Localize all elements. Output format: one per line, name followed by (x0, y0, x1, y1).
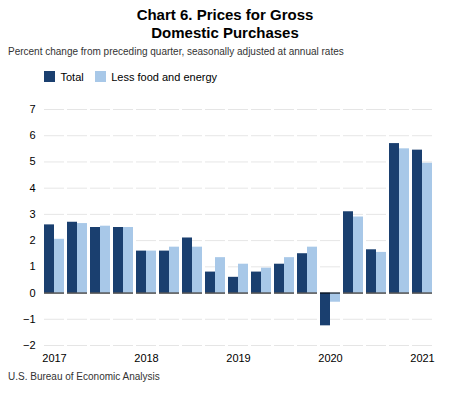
html-text:Total: Total (60, 70, 84, 83)
svg-text:2020: 2020 (318, 352, 342, 364)
svg-text:2021: 2021 (410, 352, 434, 364)
svg-text:5: 5 (29, 155, 35, 167)
svg-text:0: 0 (29, 286, 35, 298)
svg-text:1: 1 (29, 260, 35, 272)
svg-text:4: 4 (29, 181, 35, 193)
svg-text:3: 3 (29, 207, 35, 219)
svg-text:−2: −2 (23, 339, 36, 351)
svg-text:−1: −1 (23, 312, 36, 324)
svg-text:2017: 2017 (42, 352, 66, 364)
svg-text:2018: 2018 (134, 352, 158, 364)
svg-text:6: 6 (29, 129, 35, 141)
svg-text:2019: 2019 (226, 352, 250, 364)
svg-text:2: 2 (29, 234, 35, 246)
html-text:Percent change from preceding: Percent change from preceding quarter, s… (8, 46, 344, 57)
svg-text:7: 7 (29, 103, 35, 115)
html-text:U.S. Bureau of Economic Analys: U.S. Bureau of Economic Analysis (8, 370, 160, 382)
html-text:Less food and energy: Less food and energy (111, 70, 218, 83)
html-text:Chart 6. Prices for Gross Dome: Chart 6. Prices for Gross Domestic Purch… (136, 6, 314, 41)
